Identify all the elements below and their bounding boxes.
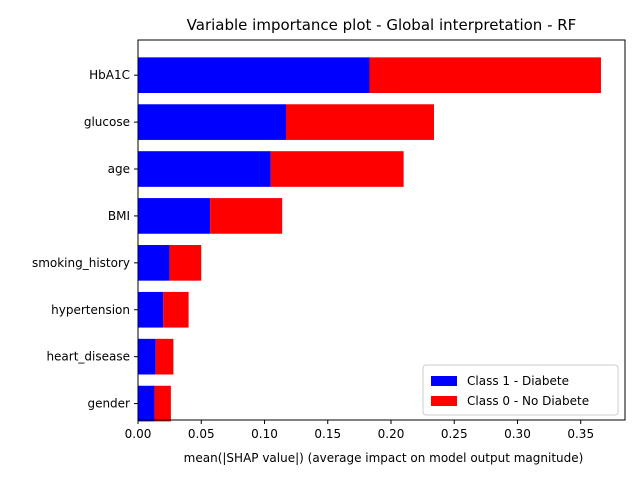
bar-age-series-0 xyxy=(138,151,271,187)
y-tick-label-gender: gender xyxy=(87,397,130,411)
bar-BMI-series-1 xyxy=(210,198,283,234)
legend-swatch-0 xyxy=(431,376,457,386)
y-tick-label-heart_disease: heart_disease xyxy=(46,350,130,364)
bar-hypertension-series-1 xyxy=(163,291,189,328)
bar-HbA1C-series-1 xyxy=(369,57,601,94)
legend-box xyxy=(422,364,619,416)
bar-heart_disease-series-1 xyxy=(155,338,174,375)
bar-glucose-series-1 xyxy=(285,104,434,140)
x-tick-label-1: 0.05 xyxy=(188,427,215,441)
legend: Class 1 - Diabete Class 0 - No Diabete xyxy=(422,364,619,416)
x-tick-label-0: 0.00 xyxy=(125,427,152,441)
bar-gender-series-0 xyxy=(138,385,155,422)
bar-gender-series-1 xyxy=(154,385,171,422)
legend-label-0: Class 1 - Diabete xyxy=(467,374,569,388)
bar-glucose-series-0 xyxy=(138,104,286,140)
x-tick-label-4: 0.20 xyxy=(378,427,405,441)
x-axis-label: mean(|SHAP value|) (average impact on mo… xyxy=(184,451,584,465)
x-tick-label-5: 0.25 xyxy=(441,427,468,441)
y-tick-label-HbA1C: HbA1C xyxy=(89,68,130,82)
y-axis: HbA1C glucose age BMI smoking_historyhyperte… xyxy=(32,68,138,411)
y-tick-label-smoking_history: smoking_history xyxy=(32,256,130,270)
legend-label-1: Class 0 - No Diabete xyxy=(467,394,589,408)
bars-group xyxy=(138,57,601,422)
bar-hypertension-series-0 xyxy=(138,291,164,328)
chart-title: Variable importance plot - Global interp… xyxy=(187,16,577,34)
bar-heart_disease-series-0 xyxy=(138,338,156,375)
legend-swatch-1 xyxy=(431,396,457,406)
y-tick-label-BMI: BMI xyxy=(108,209,130,223)
bar-HbA1C-series-0 xyxy=(138,57,370,94)
x-tick-label-3: 0.15 xyxy=(314,427,341,441)
bar-age-series-1 xyxy=(270,151,404,187)
bar-smoking_history-series-0 xyxy=(138,245,170,281)
x-tick-label-6: 0.30 xyxy=(504,427,531,441)
x-tick-label-7: 0.35 xyxy=(567,427,594,441)
y-tick-label-age: age xyxy=(108,162,130,176)
x-axis: 0.00 0.05 0.10 0.15 0.20 0.25 0.30 0.35 xyxy=(125,420,594,441)
y-tick-label-hypertension: hypertension xyxy=(51,303,130,317)
y-tick-label-glucose: glucose xyxy=(84,115,130,129)
bar-smoking_history-series-1 xyxy=(169,245,202,281)
x-tick-label-2: 0.10 xyxy=(251,427,278,441)
plot-frame xyxy=(137,39,626,421)
bar-BMI-series-0 xyxy=(138,198,211,234)
